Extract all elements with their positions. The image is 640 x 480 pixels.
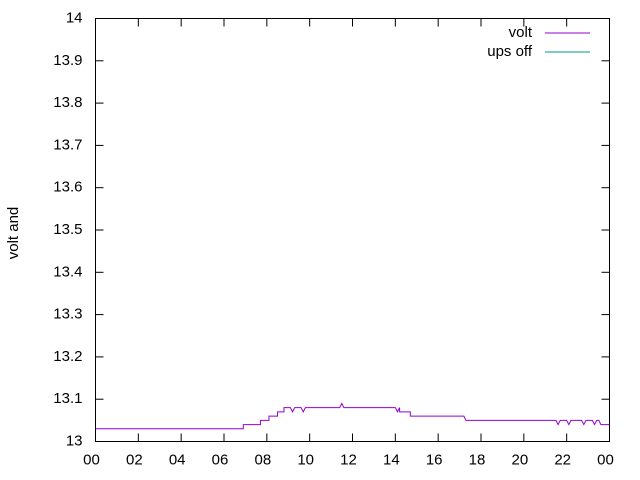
- legend-label: volt: [509, 24, 533, 41]
- x-tick-label: 18: [469, 451, 486, 468]
- x-tick-label: 08: [254, 451, 271, 468]
- legend-label: ups off: [487, 43, 533, 60]
- y-tick-label: 13.2: [53, 348, 82, 365]
- x-tick-label: 22: [554, 451, 571, 468]
- y-tick-label: 14: [66, 9, 83, 26]
- y-tick-label: 13.3: [53, 306, 82, 323]
- y-tick-label: 13.8: [53, 94, 82, 111]
- x-tick-label: 00: [83, 451, 100, 468]
- y-tick-label: 13: [66, 432, 83, 449]
- x-tick-label: 02: [126, 451, 143, 468]
- y-axis-label: volt and: [5, 207, 22, 260]
- y-tick-label: 13.6: [53, 179, 82, 196]
- series-line: [95, 402, 610, 430]
- x-tick-label: 20: [511, 451, 528, 468]
- y-tick-label: 13.7: [53, 136, 82, 153]
- x-tick-label: 16: [426, 451, 443, 468]
- y-tick-label: 13.4: [53, 263, 82, 280]
- y-tick-label: 13.9: [53, 52, 82, 69]
- x-tick-label: 14: [383, 451, 400, 468]
- x-tick-label: 06: [212, 451, 229, 468]
- y-tick-label: 13.1: [53, 390, 82, 407]
- x-tick-label: 10: [297, 451, 314, 468]
- x-tick-label: 12: [340, 451, 357, 468]
- plot-frame: [95, 18, 610, 442]
- x-tick-label: 00: [597, 451, 614, 468]
- y-tick-label: 13.5: [53, 221, 82, 238]
- x-tick-label: 04: [169, 451, 186, 468]
